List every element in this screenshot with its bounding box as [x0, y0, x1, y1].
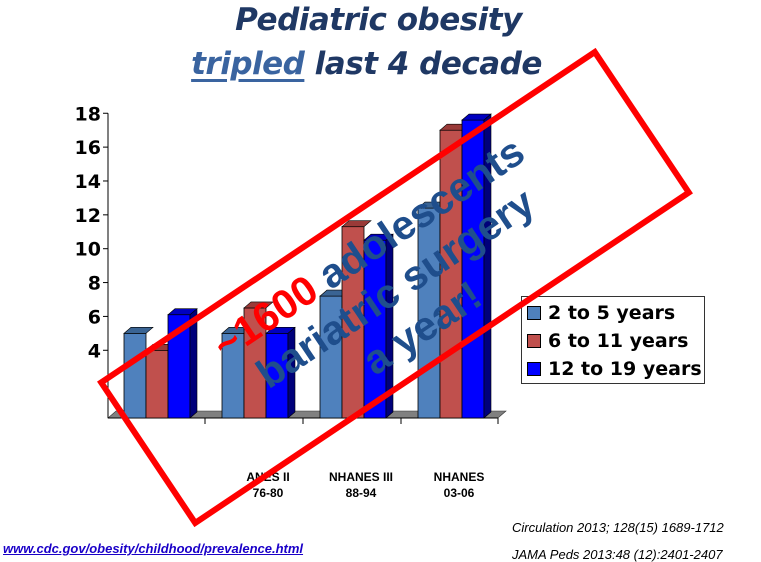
- legend-swatch-2-5: [527, 306, 541, 320]
- y-tick-label: 16: [75, 137, 101, 159]
- y-tick-label: 8: [88, 273, 101, 295]
- legend-label: 2 to 5 years: [548, 302, 676, 324]
- y-axis: 18 16 14 12 10 8 6 4: [75, 103, 109, 418]
- chart-legend: 2 to 5 years 6 to 11 years 12 to 19 year…: [521, 296, 705, 384]
- citation-jama: JAMA Peds 2013:48 (12):2401-2407: [512, 547, 723, 562]
- y-tick-label: 10: [75, 239, 101, 261]
- legend-item: 12 to 19 years: [522, 355, 704, 383]
- legend-label: 12 to 19 years: [548, 358, 702, 380]
- legend-item: 6 to 11 years: [522, 327, 704, 355]
- x-category-label: ANES II: [246, 470, 289, 484]
- legend-label: 6 to 11 years: [548, 330, 689, 352]
- x-category-years: 76-80: [253, 486, 284, 500]
- bar-side: [385, 233, 394, 419]
- x-category-years: 03-06: [444, 486, 475, 500]
- legend-item: 2 to 5 years: [522, 299, 704, 327]
- x-category-label: NHANES III: [329, 470, 393, 484]
- bar-side: [287, 326, 296, 419]
- bar-top: [123, 327, 154, 334]
- bar-side: [483, 113, 492, 419]
- y-tick-label: 4: [88, 340, 101, 362]
- citation-circulation: Circulation 2013; 128(15) 1689-1712: [512, 520, 724, 535]
- title-emphasis: tripled: [191, 46, 305, 82]
- bar-top: [243, 301, 274, 309]
- bar-side: [189, 308, 198, 419]
- legend-swatch-12-19: [527, 362, 541, 376]
- slide-title-line2: tripled last 4 decade: [0, 46, 747, 82]
- title-rest: last 4 decade: [304, 46, 543, 82]
- bar-top: [341, 220, 372, 227]
- legend-swatch-6-11: [527, 334, 541, 348]
- cdc-source-link[interactable]: www.cdc.gov/obesity/childhood/prevalence…: [3, 541, 304, 556]
- bar-series: [123, 113, 492, 419]
- slide-title-line1: Pediatric obesity: [235, 2, 522, 38]
- y-tick-label: 14: [75, 171, 101, 193]
- x-category-years: 88-94: [346, 486, 377, 500]
- x-category-label: NHANES: [434, 470, 485, 484]
- y-tick-label: 6: [88, 306, 101, 328]
- y-tick-label: 12: [75, 205, 101, 227]
- y-tick-label: 18: [75, 103, 101, 125]
- x-axis-labels: ANES II 76-80 NHANES III 88-94 NHANES 03-06: [246, 470, 484, 500]
